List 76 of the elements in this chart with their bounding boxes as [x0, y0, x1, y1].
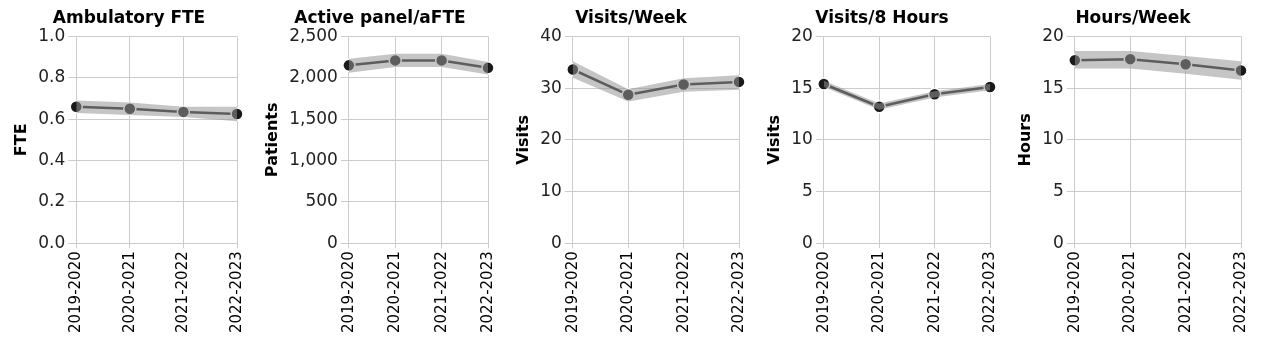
- y-tick-label: 2,500: [289, 24, 338, 45]
- y-tick-label: 15: [1042, 76, 1064, 97]
- y-tick-label: 10: [540, 179, 562, 200]
- point: [69, 99, 83, 114]
- y-tick-label: 40: [540, 24, 562, 45]
- y-axis-title: Patients: [261, 102, 281, 178]
- y-tick-label: 10: [791, 128, 813, 149]
- y-tick-label: 0: [551, 231, 562, 252]
- x-tick-label: 2022-2023: [1230, 251, 1249, 334]
- x-tick-label: 2022-2023: [477, 251, 496, 334]
- y-tick-label: 1,000: [289, 148, 338, 169]
- x-tick-label: 2021-2022: [673, 251, 692, 334]
- x-tick-label: 2021-2022: [924, 251, 943, 334]
- chart-title: Visits/Week: [575, 6, 688, 27]
- point: [388, 53, 402, 68]
- y-tick-label: 1,500: [289, 107, 338, 128]
- point: [481, 61, 495, 75]
- y-tick-label: 15: [791, 76, 813, 97]
- x-tick-label: 2021-2022: [173, 251, 192, 334]
- point: [342, 58, 356, 73]
- x-tick-label: 2020-2021: [1120, 251, 1139, 334]
- point: [676, 77, 691, 92]
- y-tick-label: 0.6: [38, 107, 66, 128]
- y-tick-label: 0.2: [38, 190, 66, 211]
- y-tick-label: 5: [802, 179, 813, 200]
- point: [176, 105, 191, 119]
- x-tick-label: 2019-2020: [338, 251, 357, 334]
- y-tick-label: 2,000: [289, 66, 338, 87]
- y-tick-label: 5: [1053, 179, 1064, 200]
- y-tick-label: 0.4: [38, 148, 66, 169]
- y-tick-label: 30: [540, 76, 562, 97]
- point: [927, 87, 942, 102]
- chart-title: Active panel/aFTE: [294, 6, 466, 27]
- x-tick-label: 2019-2020: [813, 251, 832, 334]
- point: [732, 75, 746, 89]
- x-tick-label: 2022-2023: [728, 251, 747, 334]
- point: [1234, 63, 1248, 78]
- y-tick-label: 0.0: [38, 231, 66, 252]
- y-tick-label: 20: [540, 128, 562, 149]
- y-tick-label: 0: [1053, 231, 1064, 252]
- y-tick-label: 0.8: [38, 66, 66, 87]
- y-tick-label: 0: [802, 231, 813, 252]
- point: [123, 102, 137, 116]
- y-axis-title: Hours: [1014, 113, 1034, 167]
- point: [566, 62, 580, 77]
- x-tick-label: 2021-2022: [431, 251, 450, 334]
- x-tick-label: 2022-2023: [226, 251, 245, 334]
- point: [621, 88, 635, 102]
- x-tick-label: 2020-2021: [385, 251, 404, 334]
- x-tick-label: 2020-2021: [618, 251, 637, 334]
- chart-title: Hours/Week: [1075, 6, 1192, 27]
- y-tick-label: 20: [791, 24, 813, 45]
- x-tick-label: 2022-2023: [979, 251, 998, 334]
- chart-title: Ambulatory FTE: [52, 6, 206, 27]
- y-tick-label: 10: [1042, 128, 1064, 149]
- point: [1123, 52, 1137, 66]
- point: [434, 53, 449, 68]
- y-tick-label: 0: [327, 231, 338, 252]
- x-tick-label: 2020-2021: [869, 251, 888, 334]
- point: [1068, 53, 1082, 67]
- point: [872, 99, 886, 114]
- x-tick-label: 2020-2021: [119, 251, 138, 334]
- x-tick-label: 2019-2020: [562, 251, 581, 334]
- chart-title: Visits/8 Hours: [815, 6, 949, 27]
- x-tick-label: 2021-2022: [1175, 251, 1194, 334]
- y-tick-label: 500: [305, 190, 338, 211]
- y-axis-title: FTE: [10, 123, 30, 157]
- point: [983, 80, 997, 94]
- x-tick-label: 2019-2020: [1064, 251, 1083, 334]
- y-axis-title: Visits: [512, 114, 532, 165]
- y-tick-label: 20: [1042, 24, 1064, 45]
- point: [1178, 57, 1193, 72]
- x-tick-label: 2019-2020: [66, 251, 85, 334]
- y-tick-label: 1.0: [38, 24, 66, 45]
- point: [230, 107, 244, 121]
- y-axis-title: Visits: [763, 114, 783, 165]
